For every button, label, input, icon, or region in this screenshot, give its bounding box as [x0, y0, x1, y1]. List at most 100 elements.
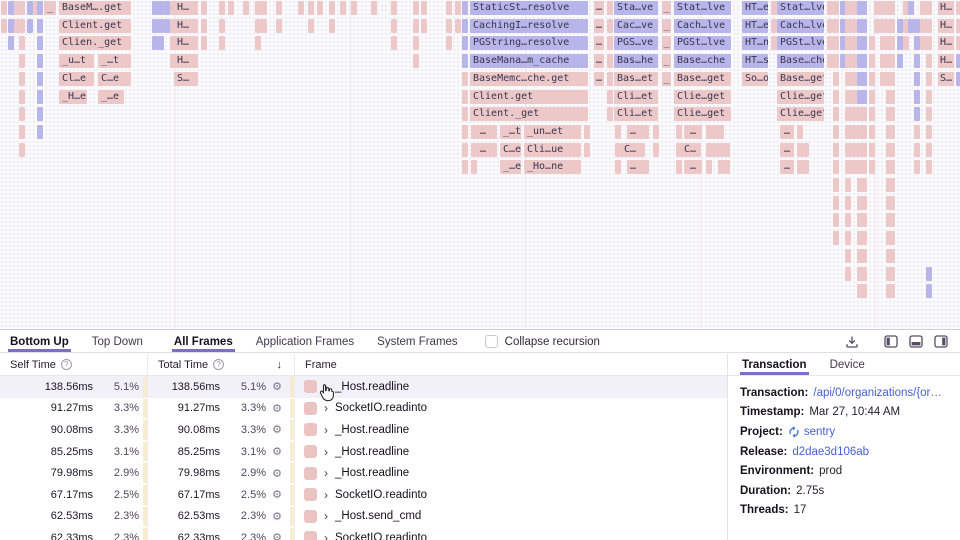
flame-strip[interactable] — [158, 1, 164, 15]
flame-strip[interactable] — [8, 1, 14, 15]
flame-strip[interactable] — [827, 18, 833, 33]
flame-strip[interactable] — [255, 1, 261, 15]
flame-strip[interactable] — [201, 1, 207, 15]
flame-strip[interactable] — [37, 54, 43, 69]
expand-chevron-icon[interactable]: › — [324, 530, 328, 540]
frame-name[interactable]: _Host.send_cmd — [335, 510, 422, 523]
flame-strip[interactable] — [170, 54, 176, 69]
flame-strip[interactable] — [880, 36, 886, 51]
detail-value-link[interactable]: sentry — [803, 425, 836, 438]
flame-strip[interactable] — [886, 18, 895, 33]
flame-frame[interactable]: HT…e — [742, 1, 768, 15]
flame-strip[interactable] — [827, 54, 833, 69]
flame-frame[interactable]: _Ho…ne — [524, 160, 581, 175]
flame-strip[interactable] — [833, 107, 839, 122]
flame-frame[interactable]: PGSt…lve — [777, 36, 824, 51]
flame-strip[interactable] — [914, 36, 920, 51]
flame-strip[interactable] — [840, 36, 846, 51]
flame-strip[interactable] — [857, 284, 867, 299]
expand-chevron-icon[interactable]: › — [324, 422, 328, 437]
flame-strip[interactable] — [607, 89, 613, 104]
table-row[interactable]: 85.25ms 3.1% 85.25ms 3.1% ⚙ › _Host.readline — [0, 440, 727, 463]
tab-top-down[interactable]: Top Down — [91, 335, 143, 348]
flame-strip[interactable] — [19, 71, 25, 86]
flame-strip[interactable] — [886, 89, 895, 104]
flame-strip[interactable] — [462, 89, 468, 104]
flame-strip[interactable] — [261, 18, 267, 33]
frame-settings-icon[interactable]: ⚙ — [272, 532, 282, 540]
tab-system-frames[interactable]: System Frames — [377, 335, 458, 348]
flame-strip[interactable] — [37, 18, 43, 33]
flame-strip[interactable] — [903, 36, 909, 51]
flame-strip[interactable] — [462, 36, 468, 51]
flame-strip[interactable] — [857, 266, 867, 281]
flame-strip[interactable] — [920, 36, 926, 51]
flame-strip[interactable] — [827, 1, 833, 15]
flame-strip[interactable] — [880, 1, 886, 15]
flame-frame[interactable]: … — [477, 142, 497, 157]
panel-tab-device[interactable]: Device — [829, 358, 865, 371]
flame-frame[interactable]: Cac…ve — [614, 18, 658, 33]
layout-right-icon[interactable] — [932, 333, 950, 351]
flame-frame[interactable]: Bas…he — [614, 54, 658, 69]
flame-strip[interactable] — [170, 18, 176, 33]
flame-strip[interactable] — [615, 124, 621, 139]
flame-frame[interactable]: Cli…ue — [524, 142, 581, 157]
flame-strip[interactable] — [706, 142, 712, 157]
flame-strip[interactable] — [851, 18, 857, 33]
flame-strip[interactable] — [926, 266, 932, 281]
flame-frame[interactable]: PGS…ve — [614, 36, 658, 51]
flame-strip[interactable] — [1, 18, 7, 33]
flame-frame[interactable]: Cli…et — [614, 107, 658, 122]
flame-strip[interactable] — [857, 213, 867, 228]
flame-strip[interactable] — [391, 1, 397, 15]
flame-strip[interactable] — [857, 124, 867, 139]
frame-name[interactable]: _Host.readline — [335, 445, 410, 458]
flame-strip[interactable] — [584, 142, 590, 157]
flame-strip[interactable] — [158, 36, 164, 51]
flame-strip[interactable] — [8, 36, 14, 51]
flame-strip[interactable] — [880, 54, 886, 69]
flame-strip[interactable] — [615, 142, 621, 157]
flame-strip[interactable] — [14, 18, 20, 33]
flame-strip[interactable] — [446, 18, 452, 33]
flame-strip[interactable] — [857, 36, 867, 51]
frame-settings-icon[interactable]: ⚙ — [272, 446, 282, 459]
flame-frame[interactable]: HT…n — [742, 36, 768, 51]
flame-strip[interactable] — [1, 1, 7, 15]
flame-strip[interactable] — [886, 266, 895, 281]
flame-strip[interactable] — [19, 124, 25, 139]
flame-strip[interactable] — [462, 1, 468, 15]
flame-strip[interactable] — [845, 266, 851, 281]
flame-strip[interactable] — [164, 1, 170, 15]
tab-all-frames[interactable]: All Frames — [171, 331, 235, 352]
detail-value-link[interactable]: /api/0/organizations/{organ… — [813, 386, 948, 399]
flame-frame[interactable]: Base…che — [777, 54, 824, 69]
flame-strip[interactable] — [857, 231, 867, 246]
flame-strip[interactable] — [845, 142, 851, 157]
flame-strip[interactable] — [857, 18, 867, 33]
flame-strip[interactable] — [908, 18, 914, 33]
flame-strip[interactable] — [926, 107, 932, 122]
flame-strip[interactable] — [880, 18, 886, 33]
flame-strip[interactable] — [584, 124, 590, 139]
frame-settings-icon[interactable]: ⚙ — [272, 381, 282, 394]
flame-frame[interactable]: Cl…e — [59, 71, 94, 86]
table-row[interactable]: 67.17ms 2.5% 67.17ms 2.5% ⚙ › SocketIO.readint… — [0, 483, 727, 506]
tab-application-frames[interactable]: Application Frames — [255, 335, 355, 348]
layout-bottom-icon[interactable] — [907, 333, 925, 351]
flame-frame[interactable]: _…t — [98, 54, 131, 69]
flame-strip[interactable] — [19, 54, 25, 69]
flame-strip[interactable] — [421, 18, 427, 33]
flame-frame[interactable]: … — [594, 71, 604, 86]
flame-strip[interactable] — [19, 1, 25, 15]
flame-strip[interactable] — [833, 54, 839, 69]
flame-strip[interactable] — [851, 71, 857, 86]
flame-strip[interactable] — [851, 160, 857, 175]
flame-frame[interactable]: _un…et — [524, 124, 581, 139]
flame-strip[interactable] — [471, 160, 477, 175]
table-row[interactable]: 138.56ms 5.1% 138.56ms 5.1% ⚙ › _Host.readline — [0, 376, 727, 398]
flame-frame[interactable]: _H…e — [59, 89, 87, 104]
flame-strip[interactable] — [462, 160, 468, 175]
frame-settings-icon[interactable]: ⚙ — [272, 489, 282, 502]
